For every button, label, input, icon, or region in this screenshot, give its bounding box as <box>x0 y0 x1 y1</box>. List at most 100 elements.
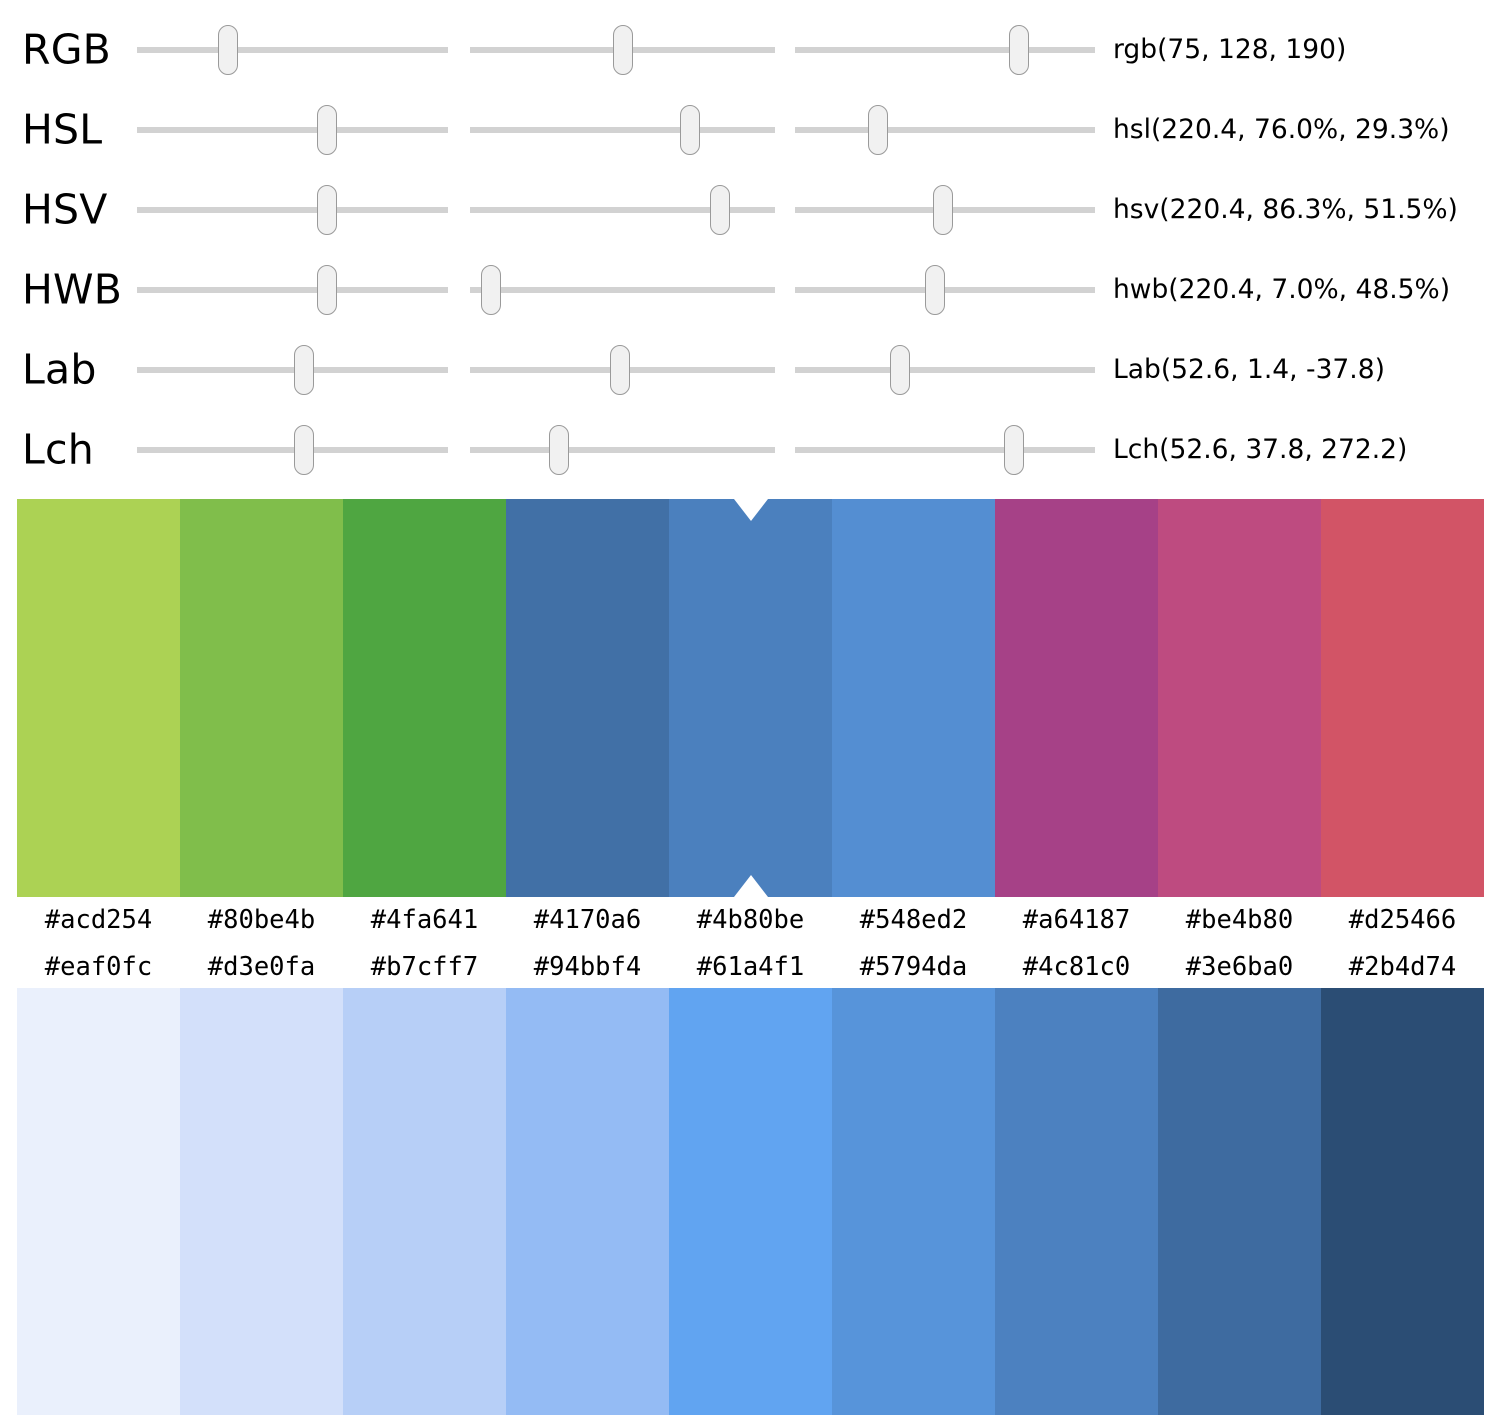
slider-rgb-red[interactable] <box>137 24 448 76</box>
slider-hsl-lightness[interactable] <box>795 104 1095 156</box>
slider-hwb-whiteness[interactable] <box>470 264 775 316</box>
slider-thumb[interactable] <box>613 25 634 75</box>
slider-thumb[interactable] <box>925 265 946 315</box>
hex-label: #be4b80 <box>1185 905 1294 935</box>
slider-hwb-hue[interactable] <box>137 264 448 316</box>
slider-row-label: HSL <box>22 105 103 154</box>
color-value-text: hwb(220.4, 7.0%, 48.5%) <box>1113 273 1451 305</box>
color-swatch[interactable] <box>180 499 343 897</box>
slider-thumb[interactable] <box>1008 25 1029 75</box>
color-swatch[interactable] <box>1321 988 1484 1415</box>
color-swatch[interactable] <box>1321 499 1484 897</box>
slider-track[interactable] <box>470 207 775 213</box>
slider-track[interactable] <box>470 127 775 133</box>
slider-row-label: RGB <box>22 25 111 74</box>
slider-track[interactable] <box>795 127 1095 133</box>
palette-strip-top[interactable] <box>17 499 1484 897</box>
slider-thumb[interactable] <box>932 185 953 235</box>
slider-thumb[interactable] <box>710 185 731 235</box>
hex-label: #61a4f1 <box>696 952 805 982</box>
slider-track[interactable] <box>137 127 448 133</box>
hex-label: #3e6ba0 <box>1185 952 1294 982</box>
slider-thumb[interactable] <box>549 425 570 475</box>
slider-track[interactable] <box>137 367 448 373</box>
slider-thumb[interactable] <box>294 345 314 395</box>
slider-hsv-value[interactable] <box>795 184 1095 236</box>
color-swatch[interactable] <box>1158 499 1321 897</box>
color-swatch[interactable] <box>995 988 1158 1415</box>
slider-row-label: HWB <box>22 265 123 314</box>
slider-lch-lightness[interactable] <box>137 424 448 476</box>
color-swatch[interactable] <box>669 499 832 897</box>
color-value-text: hsl(220.4, 76.0%, 29.3%) <box>1113 113 1450 145</box>
hex-label: #80be4b <box>207 905 316 935</box>
slider-track[interactable] <box>795 47 1095 53</box>
color-swatch[interactable] <box>180 988 343 1415</box>
slider-thumb[interactable] <box>294 425 314 475</box>
slider-thumb[interactable] <box>868 105 889 155</box>
color-swatch[interactable] <box>343 499 506 897</box>
hex-label: #eaf0fc <box>44 952 153 982</box>
color-swatch[interactable] <box>17 988 180 1415</box>
hex-label: #4b80be <box>696 905 805 935</box>
slider-thumb[interactable] <box>317 265 338 315</box>
slider-lab-a-axis[interactable] <box>470 344 775 396</box>
slider-row-rgb: RGB rgb(75, 128, 190) <box>0 10 1501 90</box>
color-value-text: Lch(52.6, 37.8, 272.2) <box>1113 433 1408 465</box>
hex-label: #4170a6 <box>533 905 642 935</box>
color-swatch[interactable] <box>17 499 180 897</box>
slider-thumb[interactable] <box>481 265 502 315</box>
slider-track[interactable] <box>470 447 775 453</box>
slider-thumb[interactable] <box>1004 425 1024 475</box>
color-swatch[interactable] <box>832 499 995 897</box>
slider-track[interactable] <box>470 287 775 293</box>
slider-rgb-green[interactable] <box>470 24 775 76</box>
color-model-slider-panel: RGB rgb(75, 128, 190) HSL hsl(220.4, 76.0%,… <box>0 0 1501 490</box>
slider-track[interactable] <box>137 207 448 213</box>
slider-hsl-saturation[interactable] <box>470 104 775 156</box>
palette-strip-bottom[interactable] <box>17 988 1484 1415</box>
hex-label-row-bottom: #eaf0fc #d3e0fa #b7cff7 #94bbf4 #61a4f1 #5794… <box>17 952 1484 982</box>
color-swatch[interactable] <box>343 988 506 1415</box>
color-swatch[interactable] <box>832 988 995 1415</box>
slider-row-lab: Lab Lab(52.6, 1.4, -37.8) <box>0 330 1501 410</box>
color-value-text: rgb(75, 128, 190) <box>1113 33 1347 65</box>
slider-lch-chroma[interactable] <box>470 424 775 476</box>
slider-row-label: HSV <box>22 185 108 234</box>
slider-thumb[interactable] <box>610 345 631 395</box>
slider-rgb-blue[interactable] <box>795 24 1095 76</box>
color-value-text: Lab(52.6, 1.4, -37.8) <box>1113 353 1385 385</box>
selected-swatch-marker-icon <box>733 499 768 521</box>
hex-label: #5794da <box>859 952 968 982</box>
color-swatch[interactable] <box>669 988 832 1415</box>
color-swatch[interactable] <box>1158 988 1321 1415</box>
slider-track[interactable] <box>795 447 1095 453</box>
slider-hwb-blackness[interactable] <box>795 264 1095 316</box>
slider-lab-lightness[interactable] <box>137 344 448 396</box>
hex-label: #acd254 <box>44 905 153 935</box>
slider-thumb[interactable] <box>317 185 338 235</box>
slider-lch-hue[interactable] <box>795 424 1095 476</box>
color-value-text: hsv(220.4, 86.3%, 51.5%) <box>1113 193 1458 225</box>
slider-hsv-hue[interactable] <box>137 184 448 236</box>
slider-row-lch: Lch Lch(52.6, 37.8, 272.2) <box>0 410 1501 490</box>
hex-label: #b7cff7 <box>370 952 479 982</box>
slider-thumb[interactable] <box>890 345 910 395</box>
slider-thumb[interactable] <box>679 105 700 155</box>
slider-track[interactable] <box>137 287 448 293</box>
color-swatch[interactable] <box>506 499 669 897</box>
color-swatch[interactable] <box>995 499 1158 897</box>
slider-thumb[interactable] <box>218 25 239 75</box>
hex-label-row-top: #acd254 #80be4b #4fa641 #4170a6 #4b80be #548e… <box>17 905 1484 935</box>
slider-thumb[interactable] <box>317 105 338 155</box>
color-swatch[interactable] <box>506 988 669 1415</box>
slider-row-hwb: HWB hwb(220.4, 7.0%, 48.5%) <box>0 250 1501 330</box>
hex-label: #d25466 <box>1348 905 1457 935</box>
slider-track[interactable] <box>137 447 448 453</box>
slider-lab-b-axis[interactable] <box>795 344 1095 396</box>
slider-track[interactable] <box>137 47 448 53</box>
slider-hsl-hue[interactable] <box>137 104 448 156</box>
slider-hsv-saturation[interactable] <box>470 184 775 236</box>
slider-track[interactable] <box>795 367 1095 373</box>
